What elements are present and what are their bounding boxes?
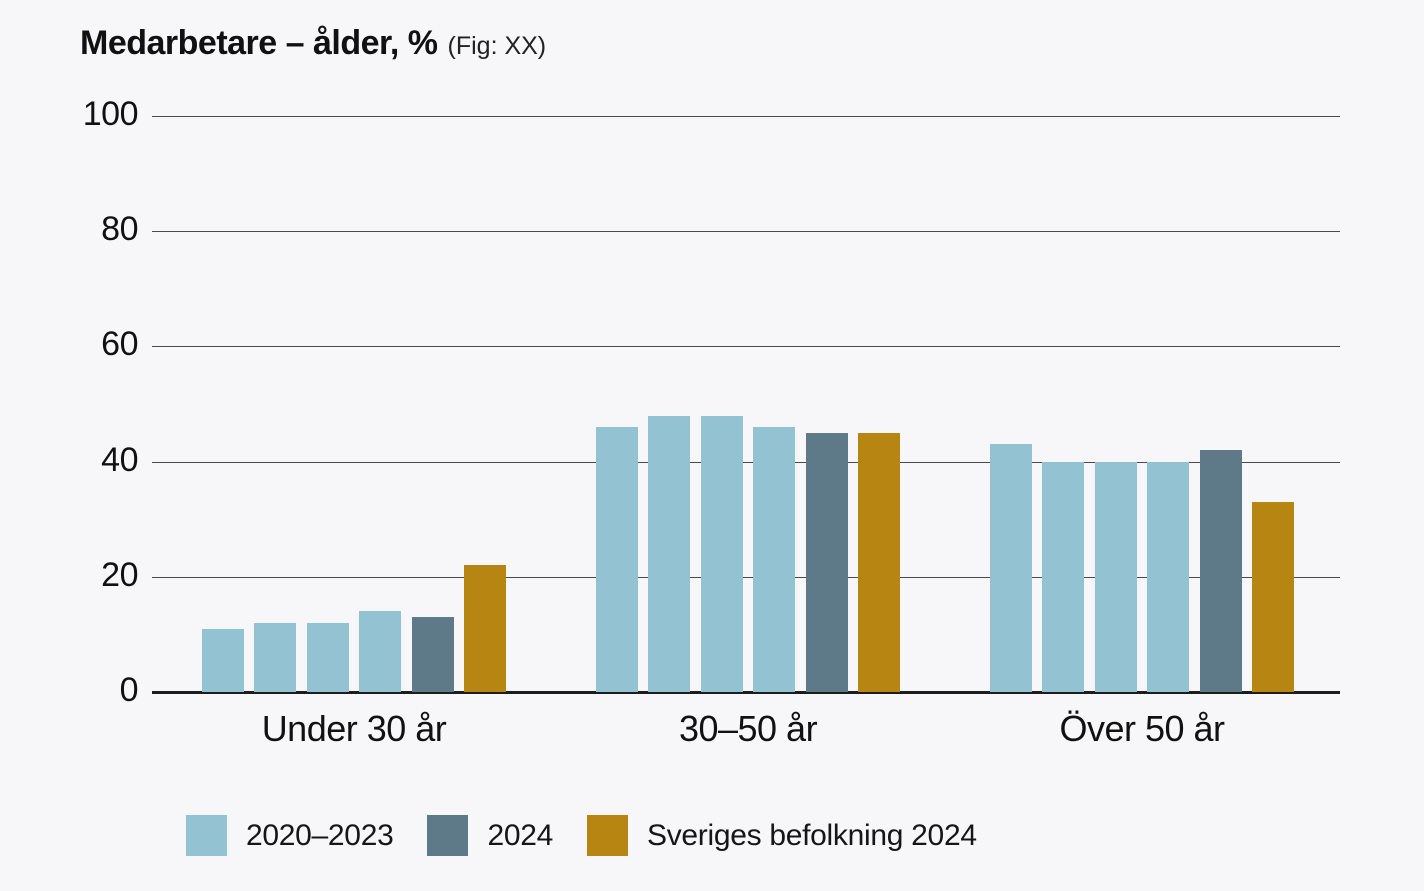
bar-over-50-ar-2020-2023-2 xyxy=(1042,461,1085,692)
bar-under-30-ar-sveriges-befolkning-2024-1 xyxy=(464,565,506,692)
y-axis-tick-label-80: 80 xyxy=(101,210,138,249)
gridline-20 xyxy=(152,576,1340,578)
bar-over-50-ar-2020-2023-1 xyxy=(990,444,1032,692)
gridline-100 xyxy=(152,116,1340,117)
bar-30-50-ar-2020-2023-2 xyxy=(648,415,691,692)
bar-30-50-ar-sveriges-befolkning-2024-1 xyxy=(858,432,900,692)
bar-under-30-ar-2020-2023-3 xyxy=(306,622,349,692)
chart-legend: 2020–2023 2024 Sveriges befolkning 2024 xyxy=(186,815,977,856)
legend-swatch-sveriges-befolkning-2024 xyxy=(587,815,629,856)
bar-under-30-ar-2020-2023-1 xyxy=(202,628,244,692)
x-axis-line xyxy=(152,691,1340,694)
y-axis-tick-label-20: 20 xyxy=(101,555,138,594)
x-axis-label-under-30-ar: Under 30 år xyxy=(261,708,447,749)
gridline-80 xyxy=(152,231,1340,233)
bar-30-50-ar-2020-2023-3 xyxy=(700,415,743,692)
bar-over-50-ar-2020-2023-4 xyxy=(1147,461,1190,692)
chart-title: Medarbetare – ålder, % xyxy=(80,24,438,62)
legend-item-sveriges-befolkning-2024: Sveriges befolkning 2024 xyxy=(587,815,977,856)
bar-over-50-ar-2024-1 xyxy=(1199,450,1242,692)
legend-label-2020-2023: 2020–2023 xyxy=(246,818,394,852)
legend-label-sveriges-befolkning-2024: Sveriges befolkning 2024 xyxy=(647,818,977,852)
bar-under-30-ar-2020-2023-4 xyxy=(359,611,402,692)
y-axis-tick-label-60: 60 xyxy=(101,325,138,364)
x-axis-label-30-50-ar: 30–50 år xyxy=(678,708,818,749)
bar-under-30-ar-2020-2023-2 xyxy=(254,622,297,692)
y-axis-tick-label-100: 100 xyxy=(82,95,139,133)
bar-30-50-ar-2024-1 xyxy=(805,432,848,692)
gridline-60 xyxy=(152,346,1340,348)
bar-30-50-ar-2020-2023-1 xyxy=(596,427,638,692)
legend-label-2024: 2024 xyxy=(487,818,554,852)
legend-swatch-2024 xyxy=(427,815,469,856)
gridline-40 xyxy=(152,461,1340,463)
x-axis-label-over-50-ar: Över 50 år xyxy=(1059,708,1225,749)
legend-swatch-2020-2023 xyxy=(186,815,227,856)
y-axis-tick-label-40: 40 xyxy=(101,440,138,479)
legend-item-2020-2023: 2020–2023 xyxy=(186,815,394,856)
chart-title-row: Medarbetare – ålder, % (Fig: XX) xyxy=(80,24,546,63)
bar-30-50-ar-2020-2023-4 xyxy=(753,427,796,692)
bar-chart: 0 20 40 60 80 100 Under 30 år 30–50 år Över 50 å… xyxy=(82,95,1340,749)
legend-item-2024: 2024 xyxy=(427,815,553,856)
bar-over-50-ar-2020-2023-3 xyxy=(1094,461,1137,692)
bar-under-30-ar-2024-1 xyxy=(411,617,454,692)
y-axis-tick-label-0: 0 xyxy=(119,671,139,709)
figure-note: (Fig: XX) xyxy=(447,32,547,60)
bar-over-50-ar-sveriges-befolkning-2024-1 xyxy=(1252,501,1294,692)
